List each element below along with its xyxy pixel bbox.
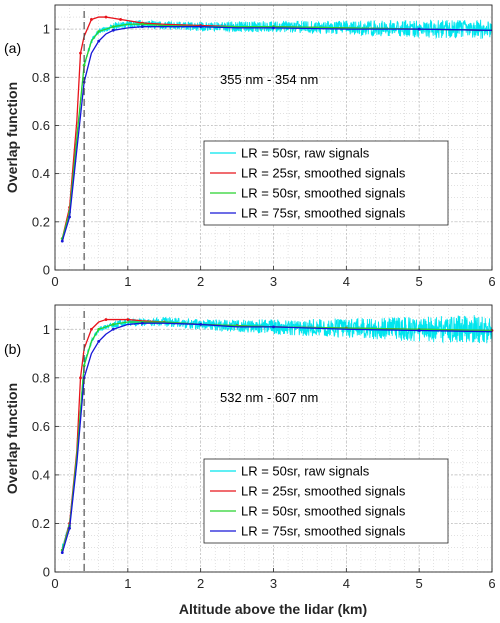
panel-label: (b): [4, 341, 21, 357]
series-point: [141, 25, 144, 29]
x-tick-label: 0: [51, 576, 58, 591]
legend-entry: LR = 25sr, smoothed signals: [241, 166, 406, 181]
y-tick-label: 0.6: [32, 419, 50, 434]
x-tick-label: 2: [197, 274, 204, 289]
x-tick-label: 6: [488, 576, 495, 591]
y-tick-label: 0: [43, 565, 50, 580]
series-point: [111, 323, 115, 326]
series-point: [60, 551, 64, 554]
x-axis-title: Altitude above the lidar (km): [179, 601, 367, 617]
series-line-lr-75sr-smoothed-signals: [61, 322, 493, 553]
legend-entry: LR = 25sr, smoothed signals: [241, 484, 406, 499]
legend: LR = 50sr, raw signals LR = 25sr, smoothe…: [203, 458, 449, 544]
wavelength-annotation: 355 nm - 354 nm: [220, 72, 318, 87]
series-point: [79, 51, 82, 55]
series-point: [90, 327, 93, 331]
series-point: [68, 526, 71, 530]
x-tick-label: 3: [270, 576, 277, 591]
series-point: [119, 18, 122, 21]
series-line-lr-75sr-smoothed-signals: [61, 26, 493, 242]
legend-entry: LR = 50sr, raw signals: [241, 464, 370, 479]
series-point: [60, 239, 64, 243]
series-point: [97, 327, 101, 331]
series-point: [104, 318, 108, 321]
series-point: [417, 27, 421, 31]
y-tick-label: 0.2: [32, 516, 50, 531]
legend-box: [203, 140, 449, 226]
series-point: [141, 321, 144, 325]
x-tick-label: 3: [270, 274, 277, 289]
x-tick-label: 1: [124, 576, 131, 591]
series-point: [90, 18, 93, 21]
y-axis-title: Overlap function: [4, 383, 20, 494]
y-tick-label: 0.8: [32, 70, 50, 85]
series-point: [68, 215, 71, 219]
x-tick-label: 2: [197, 576, 204, 591]
series-point: [417, 329, 421, 332]
series-line-lr-50sr-smoothed-signals: [61, 23, 493, 239]
series-point: [97, 39, 101, 43]
x-tick-label: 0: [51, 274, 58, 289]
series-point: [97, 30, 101, 33]
series-point: [79, 376, 82, 380]
y-tick-label: 1: [43, 322, 50, 337]
series-line-lr-50sr-raw-signals: [62, 19, 493, 241]
legend-box: [203, 458, 449, 544]
legend-entry: LR = 75sr, smoothed signals: [241, 524, 406, 539]
series-point: [199, 323, 203, 326]
y-tick-label: 0.8: [32, 370, 50, 385]
y-tick-label: 0: [43, 263, 50, 278]
series-point: [199, 25, 203, 29]
y-tick-label: 0.4: [32, 467, 50, 482]
series-point: [141, 22, 144, 26]
legend-entry: LR = 75sr, smoothed signals: [241, 206, 406, 221]
y-tick-label: 1: [43, 22, 50, 37]
series-point: [82, 63, 86, 67]
y-tick-label: 0.6: [32, 118, 50, 133]
y-axis-title: Overlap function: [4, 82, 20, 193]
legend: LR = 50sr, raw signals LR = 25sr, smoothe…: [203, 140, 449, 226]
legend-entry: LR = 50sr, raw signals: [241, 146, 370, 161]
series-point: [111, 25, 115, 29]
series-point: [272, 325, 275, 329]
x-tick-label: 5: [416, 274, 423, 289]
x-tick-label: 6: [488, 274, 495, 289]
series-point: [111, 327, 115, 331]
y-tick-label: 0.2: [32, 214, 50, 229]
wavelength-annotation: 532 nm - 607 nm: [220, 390, 318, 405]
x-tick-label: 1: [124, 274, 131, 289]
x-tick-label: 4: [343, 576, 350, 591]
series-point: [104, 15, 108, 19]
panel-a: 0 1 2 3 4 5 6 0 0.2 0.4 0.6 0.8 1 Overlap function (a)…: [4, 4, 496, 289]
series-point: [272, 26, 275, 30]
panel-b: 0 1 2 3 4 5 6 0 0.2 0.4 0.6 0.8 1 Overlap function (b)…: [4, 304, 496, 591]
series-point: [111, 28, 115, 32]
series-point: [82, 364, 86, 368]
legend-entry: LR = 50sr, smoothed signals: [241, 504, 406, 519]
panel-label: (a): [4, 40, 21, 56]
x-tick-label: 4: [343, 274, 350, 289]
series-point: [97, 340, 101, 343]
legend-entry: LR = 50sr, smoothed signals: [241, 186, 406, 201]
y-tick-label: 0.4: [32, 166, 50, 181]
series-point: [126, 318, 130, 321]
x-tick-label: 5: [416, 576, 423, 591]
